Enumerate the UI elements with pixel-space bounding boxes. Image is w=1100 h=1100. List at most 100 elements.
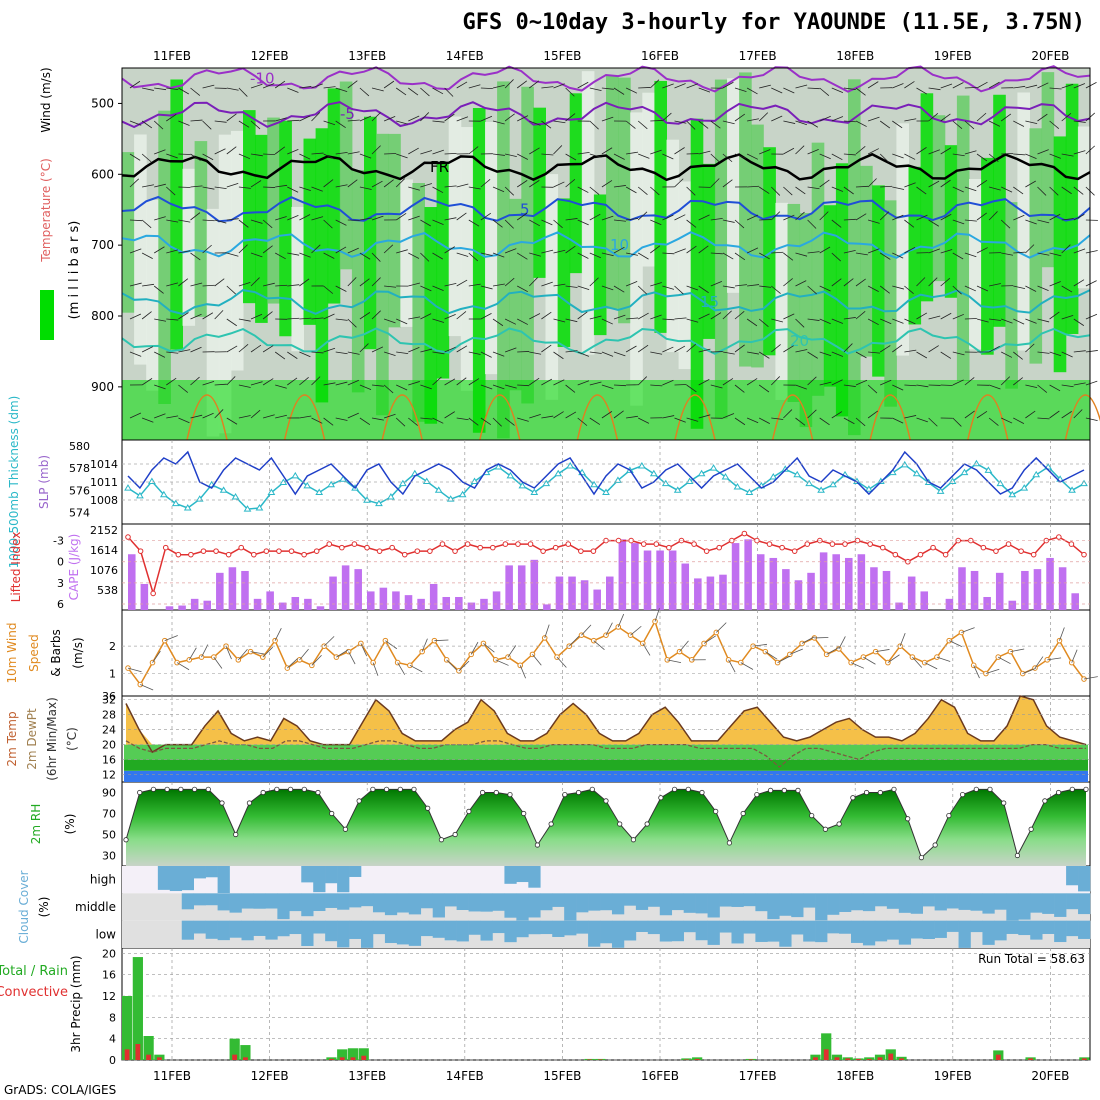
wind-barb: [129, 282, 142, 287]
wind-barb: [178, 278, 189, 287]
wind-barb: [142, 87, 154, 91]
lifted-index-point: [137, 548, 144, 554]
cloud-cell: [504, 920, 517, 943]
wind-barb: [371, 417, 384, 421]
wind-barb: [1049, 410, 1060, 419]
wind-barb: [1000, 113, 1012, 122]
wind-barb: [275, 184, 288, 188]
cloud-cell: [862, 893, 876, 912]
precip-total-bar: [821, 1033, 832, 1060]
wind-barb: [686, 120, 696, 130]
wind-barb: [710, 252, 723, 255]
wind-barb: [892, 417, 904, 424]
rh-point: [356, 798, 362, 804]
wind-barb: [928, 219, 940, 227]
temp-line: [125, 695, 1087, 754]
lifted-index-point: [150, 590, 156, 597]
cape-bar: [1058, 567, 1067, 610]
wind-barb: [190, 212, 201, 221]
wind-barb-10m: [188, 647, 197, 661]
wind-barb: [456, 279, 468, 287]
cloud-cell: [325, 893, 338, 908]
cloud-cell: [898, 920, 912, 945]
wind-barb: [274, 146, 286, 155]
run-total-label: Run Total = 58.63: [978, 952, 1085, 966]
precip-total-bar: [132, 957, 143, 1060]
thickness-point: [387, 492, 395, 500]
thickness-axis-label: 1000-500mb Thickness (dm): [7, 396, 21, 569]
rh-column: [569, 93, 583, 274]
wind-barb-10m: [593, 640, 605, 650]
cloud-cell: [444, 920, 457, 941]
wind-barb: [541, 378, 553, 386]
wind-barb: [492, 186, 505, 193]
wind-barb: [613, 153, 625, 160]
wind-barb: [1085, 313, 1098, 320]
thickness-tick: 574: [69, 506, 90, 519]
wind-barb: [262, 378, 274, 386]
isotherm-line: [121, 65, 1091, 93]
rh-column: [182, 168, 196, 326]
precip-conv-bar: [866, 1058, 872, 1060]
wind-barb: [867, 410, 879, 419]
wind-barb: [686, 384, 697, 393]
temp-fill: [126, 696, 1086, 745]
wind-barb: [480, 212, 492, 221]
wind-barb: [141, 346, 154, 353]
cloud-cell: [922, 893, 935, 907]
cloud-cell: [157, 866, 171, 890]
wind-barb: [262, 83, 275, 89]
lifted-index-point: [401, 551, 408, 558]
cloud-cell: [743, 893, 756, 907]
rh-column: [448, 116, 462, 337]
wind-barb: [722, 310, 732, 320]
precip-conv-bar: [329, 1058, 334, 1060]
wind-barb: [1000, 376, 1011, 386]
wind-barb: [141, 219, 152, 229]
wind-barb: [492, 84, 505, 89]
rh-point: [946, 812, 952, 819]
wind-speed-point: [1056, 637, 1063, 644]
wind-barb: [795, 252, 808, 257]
wind-barb: [976, 212, 987, 221]
wind-barb: [710, 312, 722, 320]
wind-barb: [1025, 318, 1037, 324]
wind-barb: [408, 282, 421, 287]
lifted-index-point: [565, 541, 572, 547]
li-axis-label: Lifted Index: [9, 532, 23, 603]
wind-barb: [274, 80, 286, 89]
wind-barb: [335, 120, 346, 128]
isotherm-line: [121, 327, 1091, 355]
pressure-tick: 900: [91, 380, 114, 394]
wind-barb: [722, 81, 734, 89]
wind-barb: [299, 115, 311, 122]
rh-column: [279, 120, 292, 337]
rh-column: [727, 78, 740, 293]
rh-point: [164, 786, 170, 792]
wind-barb-10m: [936, 656, 951, 662]
cape-bar: [983, 596, 991, 610]
cloud-cell: [623, 893, 637, 906]
wind-barb-10m: [274, 627, 282, 641]
precip-total-bar: [692, 1057, 703, 1060]
precip-conv-bar: [899, 1058, 904, 1060]
rh-column: [557, 198, 571, 347]
wind-barb: [892, 120, 903, 129]
wind-barb-10m: [912, 656, 923, 668]
wind-barb: [686, 83, 698, 89]
wind-barb-10m: [336, 649, 349, 658]
wind-barb: [674, 417, 686, 423]
wind-barb: [698, 379, 710, 386]
precip-conv-bar: [683, 1059, 689, 1060]
warm-contour: [381, 394, 423, 441]
wind-barb: [153, 285, 164, 294]
wind-barb: [734, 219, 745, 229]
wind-barb: [601, 215, 614, 221]
thickness-point: [661, 479, 670, 487]
cloud-cell: [743, 920, 756, 934]
wind-barb: [1073, 150, 1086, 155]
wind-barb: [287, 148, 299, 155]
wind-barb: [141, 120, 153, 129]
wind-barb: [1073, 186, 1084, 195]
cloud-cell: [205, 893, 218, 906]
